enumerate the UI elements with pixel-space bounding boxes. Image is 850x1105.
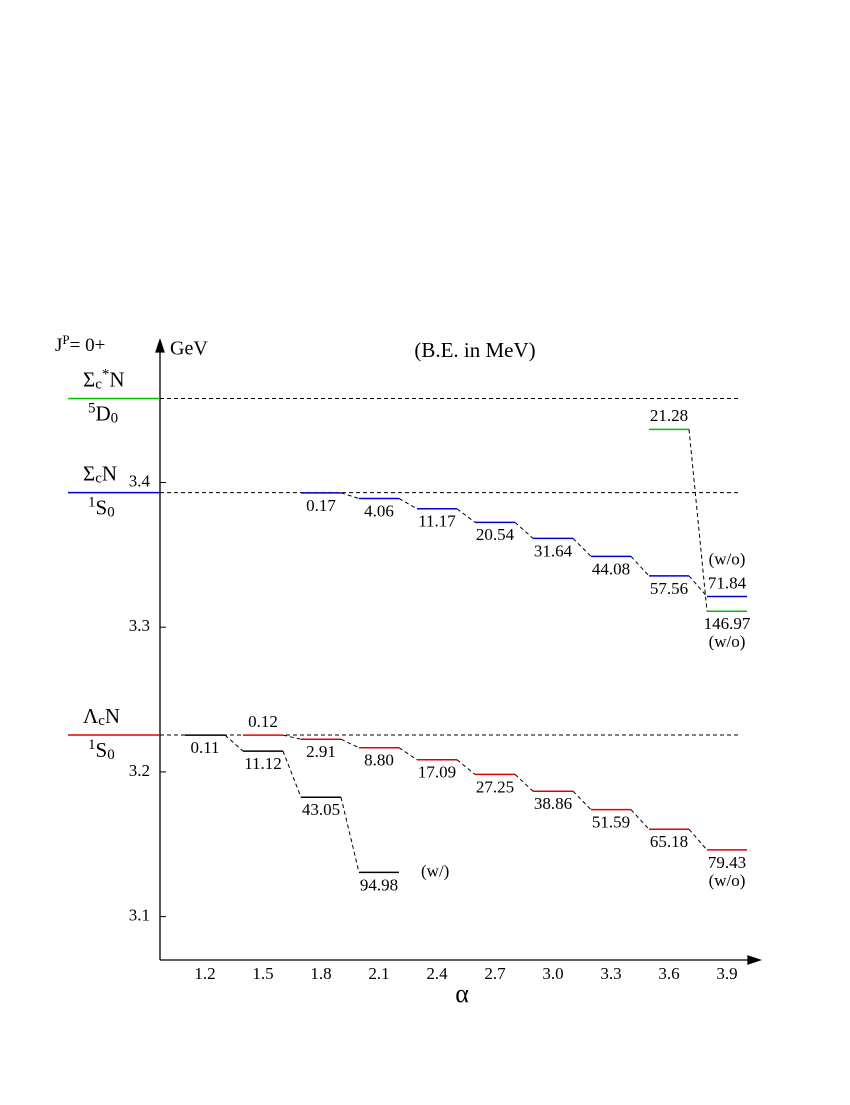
label-tail: N [102,461,117,485]
connector [340,738,360,749]
x-tick-label: 2.1 [368,964,389,983]
label-sup: * [102,366,110,382]
label-tail: N [109,367,124,391]
connector [456,508,476,523]
value-label: 21.28 [650,406,688,425]
y-axis-label: GeV [170,338,208,360]
value-label: 31.64 [534,541,573,560]
value-label: 11.12 [244,754,282,773]
composite-label: 1S0 [88,494,115,521]
value-label: 0.17 [306,496,336,515]
label-tail: = 0+ [70,335,106,356]
value-label: 4.06 [364,501,394,520]
connector [456,759,476,775]
x-tick-label: 1.5 [252,964,273,983]
connector [630,809,650,830]
connector [514,521,534,539]
label-sup: 1 [88,737,96,753]
label-base: S [96,495,108,519]
connector [282,734,302,740]
label-sup: 1 [88,494,96,510]
value-label: 146.97 [704,614,751,633]
label-base: Σ [83,461,95,485]
label-base: J [55,335,62,356]
value-label: 57.56 [650,579,688,598]
x-tick-label: 2.4 [426,964,448,983]
value-label: 0.11 [190,738,219,757]
composite-label: ΣcN [83,461,117,486]
composite-label: ΛcN [83,704,120,729]
label-sub: c [95,471,102,487]
y-arrow [155,337,165,353]
note: (w/o) [709,632,746,651]
label-sup: P [62,332,69,347]
connector [688,575,708,597]
y-tick-label: 3.4 [129,471,151,490]
connector [572,790,592,810]
connector [630,556,650,577]
note: (w/) [421,861,449,880]
composite-label: 1S0 [88,737,115,764]
composite-label: JP= 0+ [55,332,105,356]
chart-title: (B.E. in MeV) [414,338,535,362]
x-tick-label: 3.6 [658,964,679,983]
label-sup: 5 [88,400,96,416]
label-sub: 0 [111,411,119,427]
y-tick-label: 3.2 [129,761,150,780]
value-label: 43.05 [302,800,340,819]
connector [572,538,592,557]
y-tick-label: 3.1 [129,905,150,924]
label-sub: 0 [107,747,115,763]
value-label: 38.86 [534,794,572,813]
axes [155,337,763,965]
x-tick-label: 3.9 [716,964,737,983]
label-tail: N [105,704,120,728]
connector [282,750,302,798]
connector [224,734,244,752]
label-base: Λ [83,704,99,728]
value-label: 27.25 [476,777,514,796]
connector [340,492,360,499]
note: (w/o) [709,871,746,890]
connector [398,498,418,510]
connector [688,828,708,851]
x-arrow [747,955,763,965]
label-base: S [96,738,108,762]
value-label: 0.12 [248,712,278,731]
value-label: 8.80 [364,751,394,770]
x-tick-label: 3.3 [600,964,621,983]
label-sub: 0 [107,505,115,521]
connector [688,429,708,612]
label-sub: c [98,713,105,729]
x-axis-label: α [455,979,469,1008]
value-label: 44.08 [592,559,630,578]
y-tick-label: 3.3 [129,616,150,635]
composite-label: Σc*N [83,366,125,393]
value-label: 51.59 [592,813,630,832]
value-label: 71.84 [708,573,747,592]
connector [398,747,418,761]
value-label: 2.91 [306,742,336,761]
label-base: D [96,401,111,425]
label-base: Σ [83,367,95,391]
value-label: 11.17 [418,512,456,531]
x-tick-label: 1.2 [194,964,215,983]
connector [514,774,534,792]
connector [340,797,360,873]
value-label: 17.09 [418,763,456,782]
note: (w/o) [709,549,746,568]
x-tick-label: 3.0 [542,964,563,983]
composite-label: 5D0 [88,400,118,427]
value-label: 65.18 [650,832,688,851]
x-tick-label: 2.7 [484,964,506,983]
value-label: 94.98 [360,875,398,894]
value-label: 79.43 [708,853,746,872]
x-tick-label: 1.8 [310,964,331,983]
value-label: 20.54 [476,525,515,544]
label-sub: c [95,377,102,393]
